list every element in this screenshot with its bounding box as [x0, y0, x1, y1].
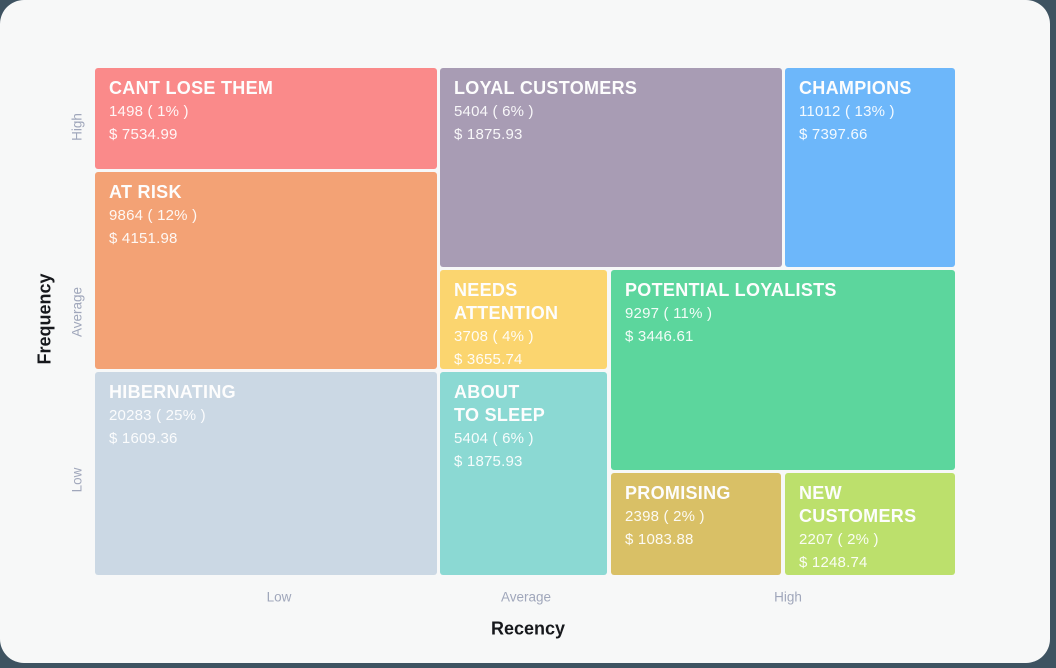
segment-loyal-customers[interactable]: LOYAL CUSTOMERS 5404 ( 6% ) $ 1875.93 [440, 68, 782, 267]
segment-count: 5404 ( 6% ) [454, 103, 534, 120]
y-tick-average: Average [69, 286, 85, 338]
y-axis-title: Frequency [34, 273, 55, 365]
segment-monetary: $ 1875.93 [454, 453, 523, 470]
segment-title: CHAMPIONS [799, 78, 912, 98]
x-axis-title: Recency [490, 618, 566, 639]
segment-monetary: $ 1083.88 [625, 531, 694, 548]
segment-monetary: $ 1875.93 [454, 126, 523, 143]
segment-monetary: $ 1609.36 [109, 430, 178, 447]
y-tick-high: High [69, 113, 85, 141]
segment-count: 11012 ( 13% ) [799, 103, 895, 120]
segment-count: 1498 ( 1% ) [109, 103, 189, 120]
segment-title: LOYAL CUSTOMERS [454, 78, 638, 98]
segment-new-customers[interactable]: NEW CUSTOMERS 2207 ( 2% ) $ 1248.74 [785, 473, 955, 575]
segment-count: 2398 ( 2% ) [625, 508, 705, 525]
segment-promising[interactable]: PROMISING 2398 ( 2% ) $ 1083.88 [611, 473, 781, 575]
segment-champions[interactable]: CHAMPIONS 11012 ( 13% ) $ 7397.66 [785, 68, 955, 267]
x-tick-high: High [774, 589, 802, 605]
segment-title: AT RISK [109, 182, 182, 202]
y-tick-low: Low [69, 467, 85, 493]
segment-title: POTENTIAL LOYALISTS [625, 280, 837, 300]
segment-about-to-sleep[interactable]: ABOUT TO SLEEP 5404 ( 6% ) $ 1875.93 [440, 372, 607, 575]
segment-monetary: $ 3446.61 [625, 328, 694, 345]
segment-monetary: $ 1248.74 [799, 554, 868, 571]
segment-count: 3708 ( 4% ) [454, 328, 534, 345]
segment-count: 9864 ( 12% ) [109, 207, 198, 224]
segment-cant-lose-them[interactable]: CANT LOSE THEM 1498 ( 1% ) $ 7534.99 [95, 68, 437, 169]
segment-title: NEEDS ATTENTION [454, 280, 559, 323]
segment-monetary: $ 7534.99 [109, 126, 178, 143]
segment-count: 9297 ( 11% ) [625, 305, 713, 322]
x-tick-low: Low [266, 589, 292, 605]
segment-count: 2207 ( 2% ) [799, 531, 879, 548]
x-tick-average: Average [500, 589, 552, 605]
segment-count: 20283 ( 25% ) [109, 407, 206, 424]
segment-title: ABOUT TO SLEEP [454, 382, 546, 425]
segment-at-risk[interactable]: AT RISK 9864 ( 12% ) $ 4151.98 [95, 172, 437, 369]
segment-title: CANT LOSE THEM [109, 78, 274, 98]
segment-title: PROMISING [625, 483, 731, 503]
segment-potential-loyalists[interactable]: POTENTIAL LOYALISTS 9297 ( 11% ) $ 3446.… [611, 270, 955, 470]
segment-needs-attention[interactable]: NEEDS ATTENTION 3708 ( 4% ) $ 3655.74 [440, 270, 607, 369]
segment-hibernating[interactable]: HIBERNATING 20283 ( 25% ) $ 1609.36 [95, 372, 437, 575]
segment-monetary: $ 7397.66 [799, 126, 868, 143]
segment-count: 5404 ( 6% ) [454, 430, 534, 447]
segment-monetary: $ 4151.98 [109, 230, 178, 247]
segment-monetary: $ 3655.74 [454, 351, 523, 368]
segment-title: NEW CUSTOMERS [799, 483, 917, 526]
segment-title: HIBERNATING [109, 382, 236, 402]
